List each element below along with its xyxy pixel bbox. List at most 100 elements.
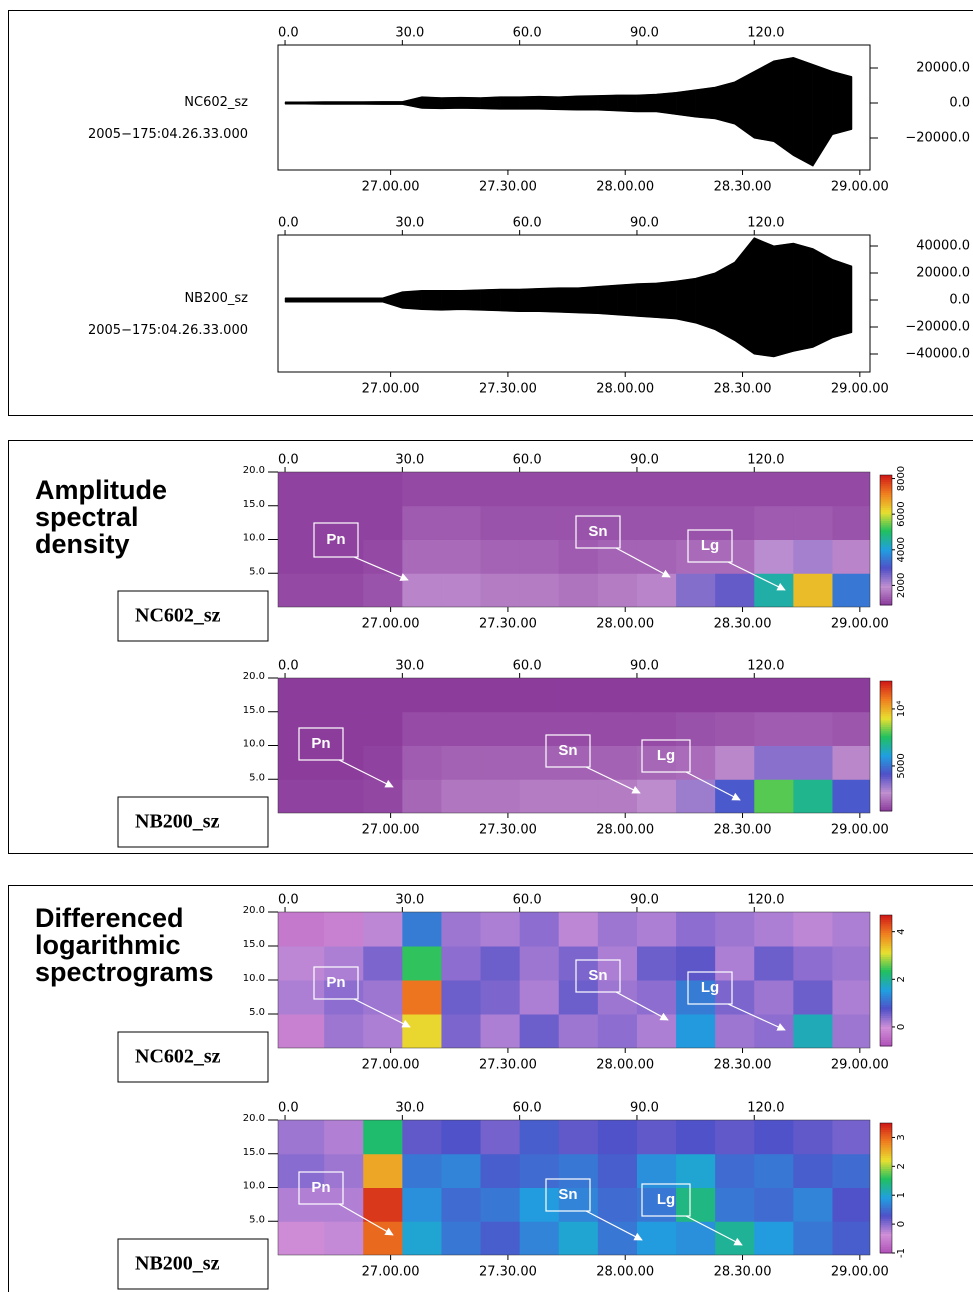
colorbar-slice: [880, 932, 892, 936]
y-tick-label: 5.0: [249, 1214, 265, 1225]
colorbar-slice: [880, 602, 892, 606]
heatmap-cell: [402, 472, 442, 507]
colorbar-slice: [880, 921, 892, 925]
heatmap-cell: [519, 779, 560, 813]
heatmap-cell: [715, 472, 755, 507]
trace-envelope: [304, 297, 325, 303]
heatmap-cell: [278, 980, 325, 1015]
x2-tick-label: 27.30.00: [479, 823, 537, 838]
heatmap-cell: [558, 912, 599, 947]
heatmap-cell: [715, 912, 755, 947]
colorbar-slice: [880, 1155, 892, 1159]
colorbar-slice: [880, 1037, 892, 1040]
station-label: NC602_sz: [184, 95, 248, 110]
station-box: [117, 590, 269, 642]
colorbar-slice: [880, 956, 892, 960]
heatmap-cell: [597, 1187, 638, 1222]
heatmap-cell: [636, 912, 677, 947]
colorbar-slice: [880, 715, 892, 719]
colorbar-slice: [880, 1231, 892, 1234]
colorbar-slice: [880, 689, 892, 693]
colorbar-tick-label: 3: [896, 1134, 907, 1140]
section-frame: [8, 10, 973, 416]
heatmap-cell: [480, 539, 521, 574]
phase-arrow: [338, 759, 394, 788]
colorbar-slice: [880, 1209, 892, 1213]
colorbar-slice: [880, 1159, 892, 1163]
trace-line: [285, 103, 853, 167]
colorbar-slice: [880, 1250, 892, 1254]
colorbar-slice: [880, 509, 892, 513]
colorbar-slice: [880, 1035, 892, 1038]
heatmap-cell: [402, 1153, 442, 1188]
colorbar-slice: [880, 1240, 892, 1243]
heatmap-cell: [832, 678, 870, 713]
phase-label: Pn: [326, 531, 345, 548]
trace-envelope: [558, 287, 579, 314]
heatmap-cell: [324, 912, 364, 947]
colorbar-slice: [880, 1194, 892, 1198]
heatmap-cell: [441, 678, 482, 713]
plot-frame: [277, 234, 871, 373]
colorbar-slice: [880, 707, 892, 710]
trace-envelope: [519, 288, 540, 312]
heatmap-cell: [754, 472, 794, 507]
heatmap-cell: [754, 912, 794, 947]
colorbar-slice: [880, 501, 892, 504]
colorbar-slice: [880, 1138, 892, 1141]
colorbar-slice: [880, 1218, 892, 1221]
heatmap-cell: [519, 573, 560, 607]
colorbar-slice: [880, 936, 892, 940]
heatmap-cell: [363, 573, 403, 607]
colorbar-slice: [880, 724, 892, 727]
colorbar-slice: [880, 1028, 892, 1032]
trace-envelope: [675, 89, 696, 118]
colorbar-slice: [880, 492, 892, 495]
x2-tick-label: 28.30.00: [714, 180, 772, 195]
colorbar-slice: [880, 574, 892, 578]
colorbar-slice: [880, 976, 892, 979]
station-box: [117, 796, 269, 848]
heatmap-cell: [715, 1187, 755, 1222]
colorbar-slice: [880, 793, 892, 797]
trace-envelope: [832, 259, 853, 339]
colorbar-slice: [880, 1146, 892, 1150]
section-frame: [8, 885, 973, 1292]
x2-tick-label: 27.00.00: [362, 823, 420, 838]
heatmap-cell: [402, 946, 442, 981]
colorbar-slice: [880, 557, 892, 560]
heatmap-cell: [715, 678, 755, 713]
colorbar-slice: [880, 709, 892, 712]
heatmap-cell: [480, 779, 521, 813]
phase-box: [575, 515, 621, 549]
colorbar-slice: [880, 1144, 892, 1148]
colorbar-slice: [880, 1026, 892, 1030]
heatmap-cell: [519, 1014, 560, 1048]
trace-envelope: [714, 261, 735, 341]
heatmap-cell: [754, 980, 794, 1015]
x2-tick-label: 27.30.00: [479, 1265, 537, 1280]
trace-envelope: [714, 81, 735, 125]
x2-tick-label: 28.30.00: [714, 1265, 772, 1280]
heatmap-cell: [558, 946, 599, 981]
colorbar-slice: [880, 980, 892, 984]
heatmap-cell: [636, 573, 677, 607]
colorbar-slice: [880, 969, 892, 973]
colorbar-slice: [880, 546, 892, 550]
heatmap-cell: [754, 946, 794, 981]
y-tick-label: 10.0: [243, 739, 265, 750]
heatmap-cell: [558, 573, 599, 607]
colorbar-frame: [879, 914, 893, 1047]
heatmap-cell: [480, 1221, 521, 1255]
heatmap: [278, 912, 870, 1048]
colorbar-slice: [880, 1024, 892, 1027]
colorbar-slice: [880, 696, 892, 699]
colorbar-slice: [880, 958, 892, 962]
heatmap-cell: [676, 745, 716, 780]
heatmap-cell: [363, 539, 403, 574]
heatmap-cell: [480, 678, 521, 713]
colorbar-slice: [880, 1004, 892, 1008]
colorbar-slice: [880, 531, 892, 534]
x-tick-label: 30.0: [395, 659, 424, 674]
trace-envelope: [636, 93, 657, 112]
